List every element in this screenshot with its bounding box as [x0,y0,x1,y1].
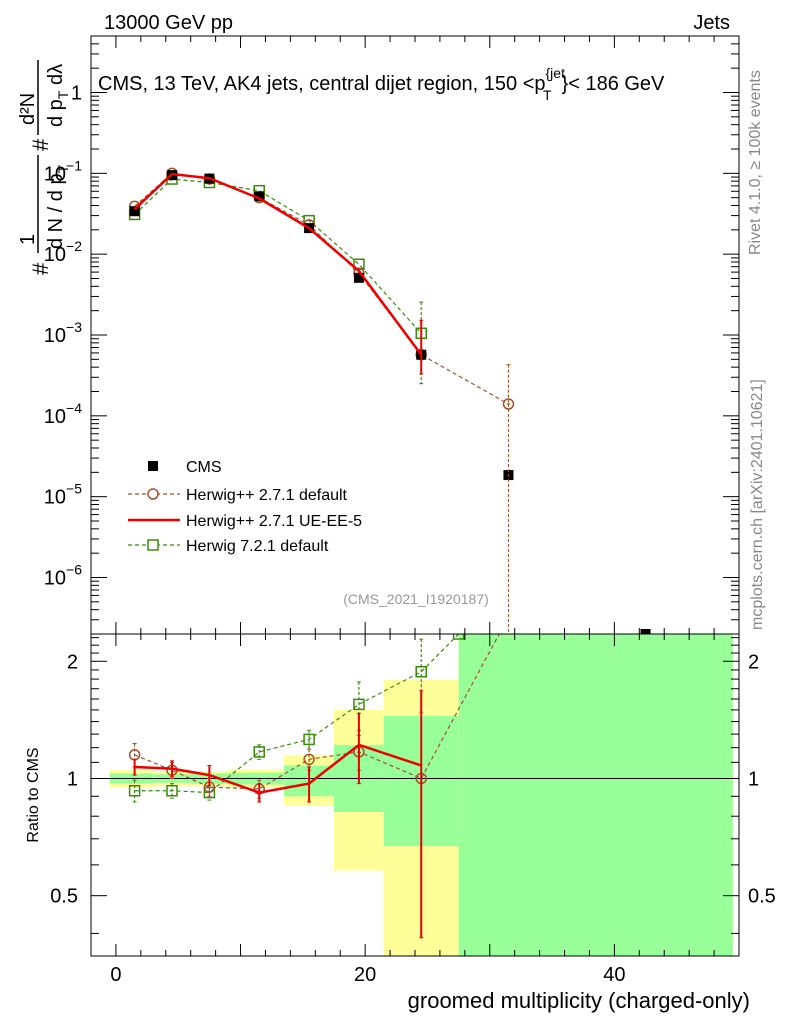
ratio-herwig-7-2-1-default-marker-4 [303,733,315,746]
ylabel-dN-text: d N / d p [45,173,67,249]
ylabel-one: 1 [17,234,39,245]
ratio-herwig-7-2-1-default-line [134,634,460,794]
top-herwig-7-2-1-default-line [134,178,422,334]
ratio-herwig-7-2-1-default-marker-6 [415,665,427,678]
ratio-herwig-7-2-1-default-marker-3 [253,746,265,758]
y-tick-exponent-6: −6 [66,561,82,577]
legend-marker-herwigpp-default [147,488,159,500]
x-axis-label: groomed multiplicity (charged-only) [408,988,750,1013]
y-tick-mantissa-6: 10 [44,567,66,589]
y-tick-mantissa-4: 10 [44,406,66,428]
ratio-tick-label-left-1: 1 [67,768,78,790]
y-tick-exponent-3: −3 [66,319,82,335]
rivet-version-label: Rivet 4.1.0, ≥ 100k events [747,70,764,255]
title-sup: {jet [546,65,566,81]
y-tick-exponent-2: −2 [66,238,82,254]
y-tick-label-4: 10−4 [44,400,82,428]
legend-label-herwigpp-ueee5: Herwig++ 2.7.1 UE-EE-5 [186,513,362,530]
legend-label-cms: CMS [186,459,222,476]
y-tick-label-6: 10−6 [44,561,82,589]
legend: CMS Herwig++ 2.7.1 default Herwig++ 2.7.… [128,459,362,555]
top-panel-data [128,167,651,634]
y-tick-exponent-5: −5 [66,481,82,497]
ratio-panel-data [128,634,500,939]
y-tick-mantissa-1: 10 [44,163,66,185]
svg-text:#: # [28,262,53,275]
x-tick-label-0: 0 [110,964,121,986]
top-cms-marker-3 [254,191,265,202]
y-tick-exponent-1: −1 [66,157,82,173]
x-tick-label-40: 40 [603,964,625,986]
y-tick-label-3: 10−3 [44,319,82,347]
analysis-id-watermark: (CMS_2021_I1920187) [343,591,489,607]
title-main: CMS, 13 TeV, AK4 jets, central dijet reg… [98,73,546,95]
plot-title: CMS, 13 TeV, AK4 jets, central dijet reg… [98,65,665,103]
ratio-herwig-2-7-1-default-line [134,634,500,790]
ylabel-dlambda: dλ [45,64,67,85]
ylabel-dpt-sub: T [55,90,71,99]
legend-item-herwigpp-ueee5: Herwig++ 2.7.1 UE-EE-5 [128,513,362,530]
y-tick-mantissa-0: 1 [71,83,82,105]
top-herwig-7-2-1-default-marker-5 [353,258,365,271]
ratio-tick-label-right-0: 0.5 [748,886,776,908]
top-herwig-2-7-1-default-line [134,172,509,405]
ratio-herwig-7-2-1-default-marker-5 [353,698,365,711]
y-tick-label-5: 10−5 [44,481,82,509]
legend-label-herwig7: Herwig 7.2.1 default [186,538,329,555]
ratio-herwig-7-2-1-default-marker-0 [128,785,141,797]
x-tick-label-20: 20 [354,964,376,986]
band-green-7 [458,634,733,956]
top-herwig-2-7-1-ue-ee-5-line [133,172,423,356]
uncertainty-bands [91,634,739,956]
ylabel-dpt: d pT [45,90,71,127]
title-sub: T [543,87,552,103]
ratio-herwig-7-2-1-default-marker-7 [452,634,465,640]
ratio-tick-label-left-0: 0.5 [50,886,78,908]
ratio-herwig-7-2-1-default-marker-2 [203,786,216,799]
ylabel-d2N: d²N [17,93,39,125]
top-cms-marker-0 [129,206,140,217]
y-tick-exponent-4: −4 [66,400,82,416]
y-tick-label-2: 10−2 [44,238,82,266]
y-tick-mantissa-2: 10 [44,244,66,266]
ylabel-dN-sub: T [55,164,71,173]
ratio-tick-label-right-1: 1 [748,768,759,790]
header-energy: 13000 GeV pp [104,12,233,34]
y-tick-mantissa-3: 10 [44,325,66,347]
ratio-tick-label-left-2: 2 [67,651,78,673]
top-cms-marker-5 [353,272,364,283]
legend-item-herwig7: Herwig 7.2.1 default [128,538,329,555]
ylabel-dN: d N / d pT [45,164,71,249]
top-cms-marker-8 [640,629,651,634]
y-tick-label-1: 10−1 [44,157,82,185]
y-axis-label: # 1 d N / d pT # d²N d pT dλ [17,60,71,275]
ylabel-dpt-text: d p [45,99,67,127]
mcplots-source-label: mcplots.cern.ch [arXiv:2401.10621] [749,379,766,630]
header-category: Jets [693,12,730,34]
ratio-tick-label-right-2: 2 [748,651,759,673]
ratio-axis-label: Ratio to CMS [25,747,42,842]
y-tick-label-0: 1 [71,83,82,105]
y-tick-mantissa-5: 10 [44,487,66,509]
title-tail: }< 186 GeV [562,73,666,95]
legend-item-herwigpp-default: Herwig++ 2.7.1 default [128,487,348,504]
ratio-herwig-2-7-1-default-marker-4 [303,753,315,766]
ratio-herwig-7-2-1-default-marker-1 [166,785,178,797]
legend-label-herwigpp-default: Herwig++ 2.7.1 default [186,487,348,504]
legend-item-cms: CMS [148,459,222,476]
ylabel-hash2: # [28,138,53,151]
legend-marker-cms [148,461,158,471]
legend-marker-herwig7 [147,539,159,551]
ylabel-hash1: # [28,262,53,275]
